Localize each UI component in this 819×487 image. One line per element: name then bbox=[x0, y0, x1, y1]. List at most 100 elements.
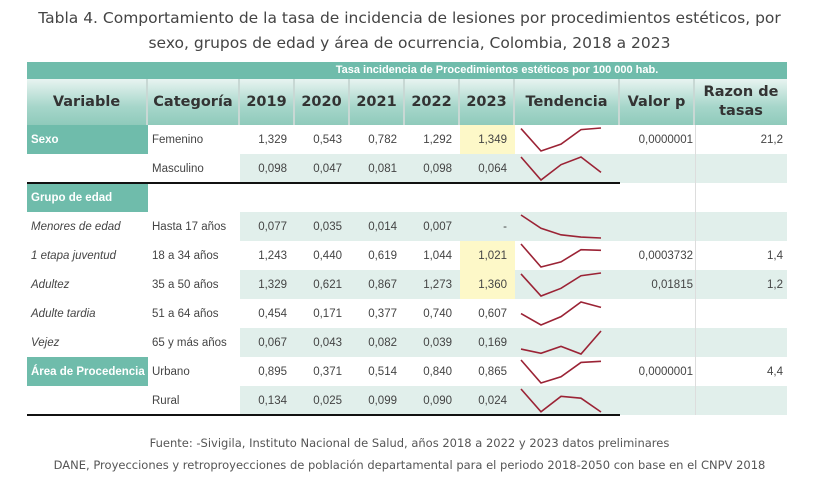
trend-line bbox=[520, 301, 602, 326]
variable-label: Adulte tardia bbox=[31, 307, 96, 320]
valor-p-cell bbox=[620, 328, 695, 357]
variable-cell: Grupo de edad bbox=[27, 183, 148, 212]
categoria-cell: Hasta 17 años bbox=[152, 220, 227, 233]
sparkline-svg bbox=[520, 388, 602, 413]
razon-cell: 21,2 bbox=[695, 125, 787, 154]
value-cell-2023: 1,021 bbox=[460, 241, 515, 270]
trend-line bbox=[520, 359, 602, 384]
value-cell-2023: 0,607 bbox=[478, 307, 507, 320]
razon-cell: 1,4 bbox=[695, 241, 787, 270]
section-label: Grupo de edad bbox=[27, 183, 148, 212]
header-2020: 2020 bbox=[295, 79, 350, 125]
sparkline-svg bbox=[520, 243, 602, 268]
title-line-1: Tabla 4. Comportamiento de la tasa de in… bbox=[38, 9, 781, 27]
header-tendencia: Tendencia bbox=[515, 79, 620, 125]
variable-cell: Adultez bbox=[27, 270, 148, 299]
value-cell-2022: 0,007 bbox=[405, 212, 460, 241]
value-cell-2021: 0,014 bbox=[350, 212, 405, 241]
value-cell-2022: 0,840 bbox=[423, 365, 452, 378]
valor-p-cell bbox=[620, 212, 695, 241]
razon-cell bbox=[695, 328, 787, 357]
variable-label: Adultez bbox=[31, 278, 70, 291]
trend-sparkline bbox=[515, 328, 620, 357]
sparkline-svg bbox=[520, 214, 602, 239]
trend-line bbox=[520, 214, 602, 239]
header-row: Variable Categoría 2019 2020 2021 2022 2… bbox=[27, 79, 787, 125]
valor-p-cell: 0,0000001 bbox=[638, 133, 693, 146]
table-row: Sexo Femenino 1,329 0,543 0,782 1,292 1,349 0,0… bbox=[27, 125, 787, 154]
table-title: Tabla 4. Comportamiento de la tasa de in… bbox=[0, 6, 819, 56]
trend-line bbox=[520, 243, 602, 268]
variable-cell bbox=[27, 386, 148, 415]
value-cell-2019: 0,454 bbox=[258, 307, 287, 320]
categoria-cell: 51 a 64 años bbox=[152, 307, 219, 320]
razon-cell: 1,2 bbox=[695, 270, 787, 299]
trend-sparkline bbox=[515, 212, 620, 241]
header-valor-p: Valor p bbox=[620, 79, 695, 125]
table-band-title: Tasa incidencia de Procedimientos estéti… bbox=[27, 62, 787, 79]
value-cell-2020: 0,047 bbox=[295, 154, 350, 183]
valor-p-cell: 0,0003732 bbox=[638, 249, 693, 262]
razon-cell: 4,4 bbox=[695, 357, 787, 386]
razon-cell bbox=[695, 154, 787, 183]
trend-line bbox=[520, 127, 602, 152]
trend-line bbox=[520, 272, 602, 297]
categoria-cell: Rural bbox=[152, 394, 180, 407]
section-label: Sexo bbox=[27, 125, 148, 154]
value-cell-2022: 0,740 bbox=[423, 307, 452, 320]
footer-source: Fuente: -Sivigila, Instituto Nacional de… bbox=[149, 436, 670, 450]
title-line-2: sexo, grupos de edad y área de ocurrenci… bbox=[148, 34, 671, 52]
value-cell-2019: 1,329 bbox=[258, 133, 287, 146]
valor-p-cell: 0,01815 bbox=[620, 270, 695, 299]
categoria-cell: 35 a 50 años bbox=[152, 278, 219, 291]
table-row: Masculino 0,098 0,047 0,081 0,098 0,064 bbox=[27, 154, 787, 183]
trend-sparkline bbox=[515, 154, 620, 183]
razon-cell bbox=[695, 386, 787, 415]
trend-sparkline bbox=[515, 357, 620, 386]
trend-sparkline bbox=[515, 270, 620, 299]
valor-p-cell: 0,0000001 bbox=[638, 365, 693, 378]
table-row: Rural 0,134 0,025 0,099 0,090 0,024 bbox=[27, 386, 787, 415]
table-row: Adulte tardia 51 a 64 años 0,454 0,171 0,377… bbox=[27, 299, 787, 328]
categoria-cell: Femenino bbox=[152, 133, 204, 146]
value-cell-2020: 0,043 bbox=[295, 328, 350, 357]
header-2021: 2021 bbox=[350, 79, 405, 125]
incidence-table: Tasa incidencia de Procedimientos estéti… bbox=[27, 62, 787, 416]
variable-cell: 1 etapa juventud bbox=[27, 241, 148, 270]
value-cell-2019: 0,067 bbox=[240, 328, 295, 357]
value-cell-2021: 0,867 bbox=[350, 270, 405, 299]
footer-dane: DANE, Proyecciones y retroproyecciones d… bbox=[53, 458, 766, 472]
rule-after-area bbox=[27, 414, 620, 416]
value-cell-2021: 0,619 bbox=[368, 249, 397, 262]
variable-label: Menores de edad bbox=[31, 220, 121, 233]
variable-cell: Adulte tardia bbox=[27, 299, 148, 328]
value-cell-2019: 0,098 bbox=[240, 154, 295, 183]
sparkline-svg bbox=[520, 272, 602, 297]
value-cell-2022: 0,090 bbox=[405, 386, 460, 415]
value-cell-2019: 1,243 bbox=[258, 249, 287, 262]
value-cell-2021: 0,082 bbox=[350, 328, 405, 357]
valor-p-cell bbox=[620, 154, 695, 183]
value-cell-2021: 0,377 bbox=[368, 307, 397, 320]
header-2019: 2019 bbox=[240, 79, 295, 125]
value-cell-2019: 0,895 bbox=[258, 365, 287, 378]
value-cell-2023: 0,064 bbox=[460, 154, 515, 183]
header-variable: Variable bbox=[27, 79, 148, 125]
categoria-cell: Urbano bbox=[152, 365, 190, 378]
variable-cell: Sexo bbox=[27, 125, 148, 154]
sparkline-svg bbox=[520, 330, 602, 355]
value-cell-2023: 0,169 bbox=[460, 328, 515, 357]
trend-sparkline bbox=[515, 125, 620, 154]
value-cell-2023: - bbox=[460, 212, 515, 241]
value-cell-2020: 0,440 bbox=[313, 249, 342, 262]
table-row: Vejez 65 y más años 0,067 0,043 0,082 0,039 0,… bbox=[27, 328, 787, 357]
trend-line bbox=[520, 330, 602, 355]
value-cell-2020: 0,371 bbox=[313, 365, 342, 378]
value-cell-2022: 0,098 bbox=[405, 154, 460, 183]
variable-label: Vejez bbox=[31, 336, 60, 349]
value-cell-2022: 1,273 bbox=[405, 270, 460, 299]
section-label: Área de Procedencia bbox=[27, 357, 148, 386]
header-razon: Razon de tasas bbox=[703, 84, 779, 119]
value-cell-2019: 0,134 bbox=[240, 386, 295, 415]
value-cell-2022: 1,292 bbox=[423, 133, 452, 146]
